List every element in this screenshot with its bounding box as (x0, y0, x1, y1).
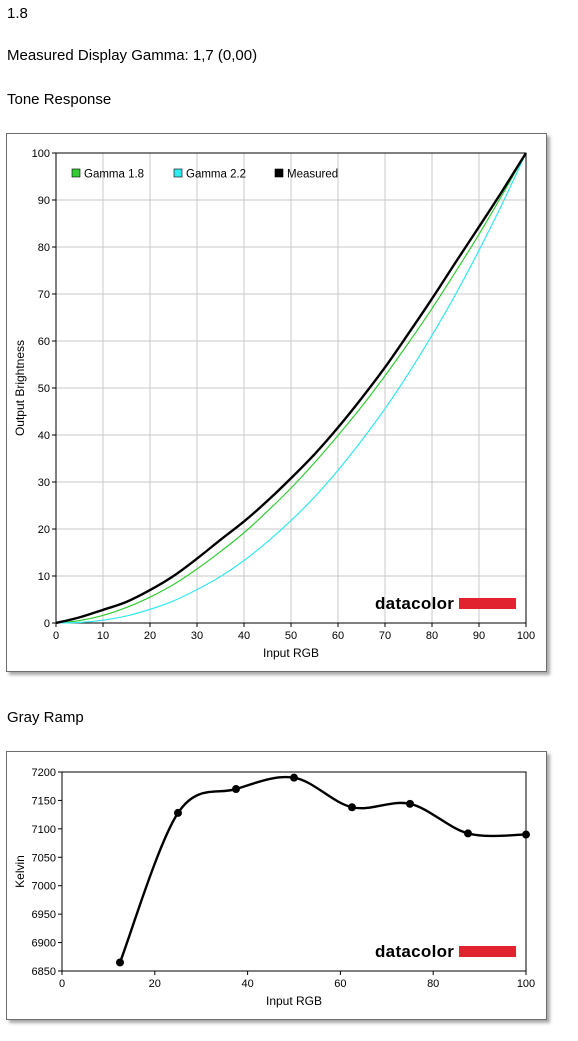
gray-ramp-panel: 0 20 40 60 80 100 6850 6900 6950 7000 7050 7100 7150… (6, 751, 547, 1020)
y-tick-label: 7000 (32, 881, 56, 893)
tone-grid (56, 153, 526, 623)
y-axis-label: Kelvin (13, 855, 27, 888)
kelvin-point (290, 773, 298, 782)
legend-swatch (274, 168, 284, 178)
y-tick-label: 80 (38, 242, 50, 254)
kelvin-point (348, 803, 356, 812)
kelvin-line (118, 775, 527, 963)
series-line-gamma-2-2 (55, 152, 527, 624)
logo-text: datacolor (375, 594, 454, 613)
y-tick-label: 20 (38, 524, 50, 536)
y-tick-label: 60 (38, 336, 50, 348)
x-tick-label: 0 (53, 630, 59, 642)
plot-frame (61, 771, 527, 972)
tone-response-chart: 0 10 20 30 40 50 60 70 80 90 100 0 10 20 30 40 50 60 70 80 9… (13, 148, 535, 660)
x-tick-label: 40 (238, 630, 250, 642)
x-tick-label: 0 (59, 978, 65, 990)
x-tick-label: 80 (427, 978, 439, 990)
x-tick-label: 30 (191, 630, 203, 642)
y-tick-label: 10 (38, 571, 50, 583)
x-tick-label: 50 (285, 630, 297, 642)
y-tick-label: 40 (38, 430, 50, 442)
y-tick-label: 70 (38, 289, 50, 301)
legend-swatch (71, 168, 81, 178)
y-tick-label: 30 (38, 477, 50, 489)
measured-gamma-label: Measured Display Gamma: 1,7 (0,00) (7, 47, 258, 64)
x-tick-label: 70 (379, 630, 391, 642)
kelvin-point (174, 808, 182, 817)
kelvin-point (406, 799, 414, 808)
legend-label: Measured (287, 169, 338, 181)
y-axis-label: Output Brightness (13, 340, 27, 436)
x-tick-label: 20 (144, 630, 156, 642)
tone-response-title: Tone Response (7, 91, 112, 108)
x-axis-label: Input RGB (266, 994, 322, 1008)
legend-swatch (173, 168, 183, 178)
legend-item: Measured (274, 168, 338, 181)
kelvin-point (232, 785, 240, 794)
y-tick-label: 7150 (32, 795, 56, 807)
gray-ramp-chart: 0 20 40 60 80 100 6850 6900 6950 7000 7050 7100 7150… (13, 767, 535, 1008)
legend-label: Gamma 1.8 (84, 169, 144, 181)
x-tick-label: 10 (97, 630, 109, 642)
x-tick-label: 20 (149, 978, 161, 990)
logo-bar (459, 946, 516, 957)
x-tick-label: 60 (334, 978, 346, 990)
x-axis-label: Input RGB (263, 646, 319, 660)
x-tick-label: 60 (332, 630, 344, 642)
x-tick-label: 100 (517, 978, 535, 990)
y-tick-label: 90 (38, 195, 50, 207)
series-line-measured (55, 152, 528, 625)
x-tick-label: 80 (426, 630, 438, 642)
series-line-gamma-1-8 (55, 152, 527, 624)
x-tick-label: 40 (241, 978, 253, 990)
plot-frame (55, 152, 527, 624)
y-tick-label: 6900 (32, 938, 56, 950)
kelvin-point (522, 830, 530, 839)
kelvin-point (464, 829, 472, 838)
gamma-target-value: 1.8 (7, 5, 28, 22)
legend-item: Gamma 1.8 (71, 168, 144, 181)
y-tick-label: 6950 (32, 909, 56, 921)
gray-ramp-title: Gray Ramp (7, 709, 84, 726)
y-tick-label: 7100 (32, 824, 56, 836)
datacolor-logo: datacolor (375, 942, 516, 961)
y-tick-label: 7050 (32, 852, 56, 864)
logo-text: datacolor (375, 942, 454, 961)
legend-label: Gamma 2.2 (186, 169, 246, 181)
y-tick-label: 50 (38, 383, 50, 395)
x-tick-label: 90 (473, 630, 485, 642)
datacolor-logo: datacolor (375, 594, 516, 613)
kelvin-point (116, 958, 124, 967)
logo-bar (459, 598, 516, 609)
tone-response-panel: 0 10 20 30 40 50 60 70 80 90 100 0 10 20 30 40 50 60 70 80 9… (6, 133, 547, 672)
y-tick-label: 100 (32, 148, 50, 160)
y-tick-label: 0 (44, 618, 50, 630)
y-tick-label: 6850 (32, 966, 56, 978)
y-tick-label: 7200 (32, 767, 56, 779)
legend-item: Gamma 2.2 (173, 168, 246, 181)
x-tick-label: 100 (517, 630, 535, 642)
